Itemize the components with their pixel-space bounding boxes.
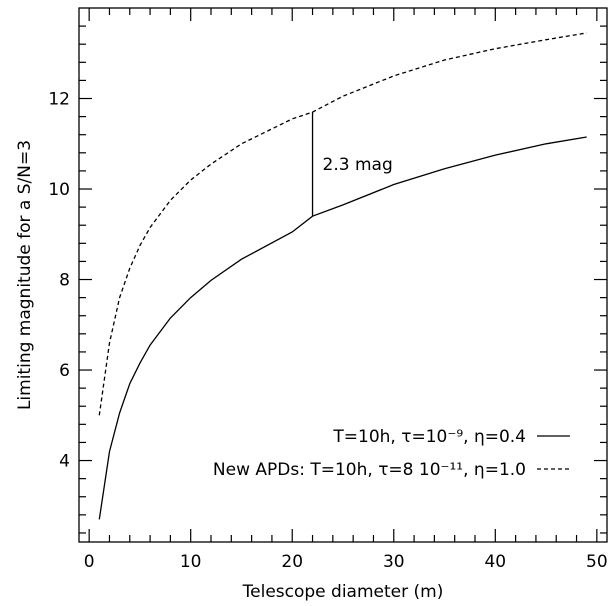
series-group xyxy=(98,32,587,520)
legend: T=10h, τ=10⁻⁹, η=0.4 New APDs: T=10h, τ=8… xyxy=(213,427,570,480)
y-axis-label: Limiting magnitude for a S/N=3 xyxy=(15,140,35,410)
x-axis-label: Telescope diameter (m) xyxy=(242,582,444,602)
x-tick-label: 10 xyxy=(180,552,202,572)
y-tick-label: 4 xyxy=(59,452,70,472)
series-line-baseline xyxy=(98,136,587,520)
y-tick-label: 6 xyxy=(59,361,70,381)
annotation-label: 2.3 mag xyxy=(323,155,393,175)
x-tick-label: 20 xyxy=(281,552,303,572)
plot-frame xyxy=(78,7,608,543)
y-tick-label: 10 xyxy=(48,180,70,200)
x-tick-label: 0 xyxy=(84,552,95,572)
axis-ticks xyxy=(79,8,607,542)
y-tick-label: 12 xyxy=(48,90,70,110)
x-tick-label: 30 xyxy=(383,552,405,572)
series-line-new-apds xyxy=(98,32,587,416)
x-tick-label: 40 xyxy=(484,552,506,572)
tick-labels: 0 10 20 30 40 50 4 6 8 10 12 xyxy=(48,90,607,572)
legend-label: T=10h, τ=10⁻⁹, η=0.4 xyxy=(332,427,526,447)
x-tick-label: 50 xyxy=(586,552,608,572)
legend-label: New APDs: T=10h, τ=8 10⁻¹¹, η=1.0 xyxy=(213,460,526,480)
y-tick-label: 8 xyxy=(59,271,70,291)
annotation-group: 2.3 mag xyxy=(311,112,393,217)
